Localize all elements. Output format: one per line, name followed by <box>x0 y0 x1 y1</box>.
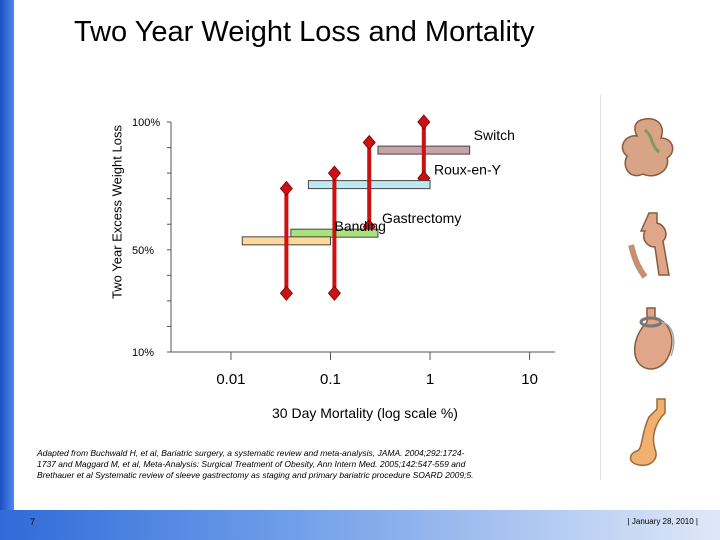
y-tick-label: 100% <box>132 117 160 129</box>
switch-max-marker <box>417 114 431 130</box>
gastrectomy-label: Gastrectomy <box>382 210 461 226</box>
gastrectomy-min-marker <box>327 285 341 301</box>
citation-text: Adapted from Buchwald H, et al, Bariatri… <box>37 448 474 480</box>
y-tick-label: 10% <box>132 347 154 359</box>
footer-date: | January 28, 2010 | <box>627 517 698 526</box>
roux-en-y-label: Roux-en-Y <box>434 162 502 178</box>
slide-number: 7 <box>30 517 36 527</box>
x-axis-label: 30 Day Mortality (log scale %) <box>272 405 458 421</box>
gastrectomy-max-marker <box>327 165 341 181</box>
roux-en-y-anatomy-icon <box>628 212 670 279</box>
x-tick-label: 10 <box>521 371 538 388</box>
x-tick-label: 1 <box>426 371 434 388</box>
banding-anatomy-icon <box>633 307 675 370</box>
banding-max-marker <box>279 180 293 197</box>
y-tick-label: 50% <box>132 245 154 257</box>
roux-en-y-max-marker <box>362 134 376 151</box>
left-accent-bar <box>0 0 14 540</box>
sleeve-gastrectomy-anatomy-icon <box>629 398 666 467</box>
banding-min-marker <box>279 285 293 301</box>
x-tick-label: 0.01 <box>216 371 245 388</box>
x-tick-label: 0.1 <box>320 371 341 388</box>
footer-bar <box>0 510 720 540</box>
switch-label: Switch <box>474 127 515 143</box>
banding-label: Banding <box>334 218 385 234</box>
switch-anatomy-icon <box>621 118 674 177</box>
slide-title: Two Year Weight Loss and Mortality <box>74 16 535 48</box>
procedure-illustrations <box>600 95 701 480</box>
